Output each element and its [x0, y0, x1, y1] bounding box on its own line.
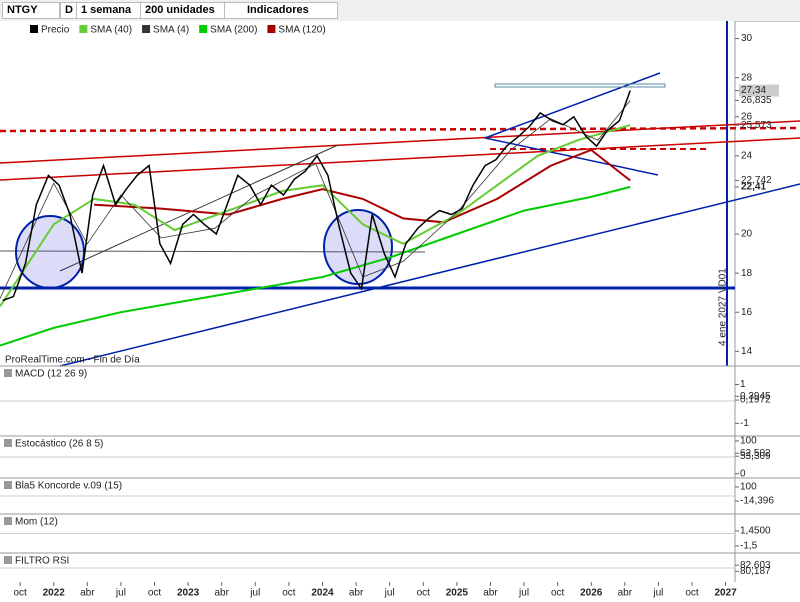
resistance-line	[0, 137, 800, 181]
panel-title: Estocástico (26 8 5)	[15, 439, 103, 450]
y-tick-label: 100	[740, 436, 757, 447]
y-tick-label: 16	[741, 307, 753, 318]
y-tick-label: -1,5	[740, 541, 758, 552]
level-line	[0, 250, 426, 253]
x-tick-label: abr	[483, 588, 498, 599]
y-tick-label: 0,3945	[740, 391, 771, 402]
x-tick-label: 2027	[714, 588, 737, 599]
plot-bg	[0, 21, 735, 582]
panel-title: MACD (12 26 9)	[15, 369, 87, 380]
x-tick-label: jul	[652, 588, 663, 599]
y-tick-label: -1	[740, 418, 749, 429]
dashed-line	[0, 126, 800, 133]
x-tick-label: 2022	[43, 588, 66, 599]
y-tick-label: 14	[741, 346, 753, 357]
legend-label: SMA (4)	[153, 25, 189, 36]
y-tick-label: -14,396	[740, 496, 774, 507]
legend-label: SMA (200)	[210, 25, 257, 36]
x-tick-label: abr	[618, 588, 633, 599]
trend-line	[59, 144, 339, 272]
panel-title: Bla5 Koncorde v.09 (15)	[15, 481, 122, 492]
x-tick-label: 2025	[446, 588, 469, 599]
panel-swatch	[4, 556, 12, 564]
panel-swatch	[4, 439, 12, 447]
y-tick-label: 82,603	[740, 560, 771, 571]
x-tick-label: oct	[551, 588, 565, 599]
series-line	[0, 124, 631, 307]
y-tick-label: 0	[740, 468, 746, 479]
y-tick-label: 22,41	[741, 182, 766, 193]
x-tick-label: 2024	[311, 588, 334, 599]
x-tick-label: oct	[685, 588, 699, 599]
x-tick-label: jul	[384, 588, 395, 599]
y-tick-label: 30	[741, 33, 753, 44]
chart: ProRealTime.com - Fin de Día 4 ene 2027 …	[0, 21, 800, 599]
x-tick-label: 2023	[177, 588, 200, 599]
y-tick-label: 22,742	[741, 175, 772, 186]
y-tick-label: 1	[740, 379, 746, 390]
resistance-line	[0, 120, 800, 164]
panel-title: FILTRO RSI	[15, 556, 69, 567]
y-tick-label: 62,502	[740, 448, 771, 459]
drawings	[0, 21, 800, 367]
series-line	[0, 100, 631, 299]
y-tick-label: 28	[741, 72, 753, 83]
zone	[494, 83, 666, 88]
annotation: 4 ene 2027 VD01	[718, 268, 729, 346]
series-line	[0, 185, 631, 347]
panel-title: Mom (12)	[15, 517, 58, 528]
period-select[interactable]: 1 semana	[76, 2, 144, 19]
indicators-button[interactable]: Indicadores	[224, 2, 338, 19]
y-tick-label: 26,835	[741, 95, 772, 106]
x-tick-label: abr	[214, 588, 229, 599]
y-tick-label: 26	[741, 111, 753, 122]
legend-swatch	[199, 25, 208, 33]
y-tick-label: 0,1972	[740, 395, 771, 406]
units-select[interactable]: 200 unidades	[140, 2, 226, 19]
legend-label: SMA (120)	[278, 25, 325, 36]
y-tick-label: 25,573	[741, 120, 772, 131]
symbol-select[interactable]: NTGY	[2, 2, 60, 19]
y-tick-label: 1,4500	[740, 526, 771, 537]
trend-line	[59, 183, 800, 367]
x-tick-label: 2026	[580, 588, 603, 599]
panel-swatch	[4, 481, 12, 489]
legend-swatch	[142, 25, 151, 33]
watermark: ProRealTime.com - Fin de Día	[5, 355, 140, 366]
y-tick-label: 53,309	[740, 451, 771, 462]
x-tick-label: oct	[417, 588, 431, 599]
y-tick-label: 100	[740, 482, 757, 493]
series-line	[2, 90, 631, 302]
x-tick-label: jul	[249, 588, 260, 599]
panel-swatch	[4, 369, 12, 377]
channel-line	[484, 137, 659, 176]
price-tag	[739, 84, 779, 97]
x-tick-label: oct	[148, 588, 162, 599]
legend: Precio SMA (40) SMA (4) SMA (200) SMA (120)	[0, 22, 326, 36]
y-tick-label: 27,34	[741, 85, 766, 96]
legend-swatch	[79, 25, 88, 33]
x-tick-label: oct	[13, 588, 27, 599]
y-tick-label: 24	[741, 151, 753, 162]
x-tick-label: oct	[282, 588, 296, 599]
x-tick-label: jul	[518, 588, 529, 599]
y-tick-label: 18	[741, 268, 753, 279]
x-tick-label: jul	[115, 588, 126, 599]
y-tick-label: 20	[741, 229, 753, 240]
circle	[15, 215, 85, 289]
series-line	[94, 148, 631, 224]
legend-swatch	[30, 25, 38, 33]
legend-swatch	[267, 25, 276, 33]
y-tick-label: 80,187	[740, 566, 771, 577]
x-tick-label: abr	[349, 588, 364, 599]
panel-swatch	[4, 517, 12, 525]
toolbar: NTGY D 1 semana 200 unidades Indicadores	[0, 0, 800, 22]
legend-label: SMA (40)	[90, 25, 132, 36]
x-tick-label: abr	[80, 588, 95, 599]
legend-label: Precio	[41, 25, 70, 36]
